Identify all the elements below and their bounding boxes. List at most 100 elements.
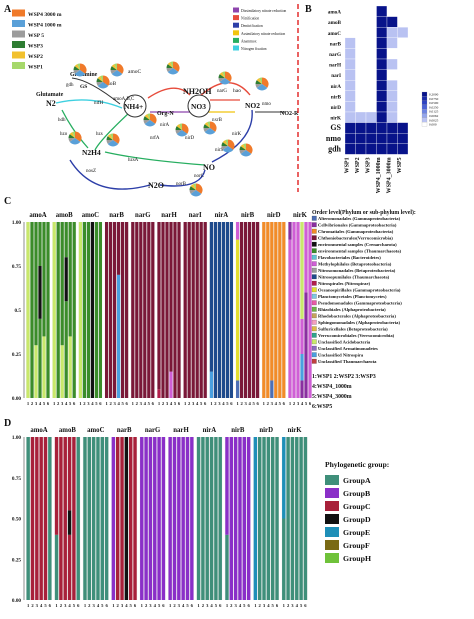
pie-slice (246, 143, 253, 154)
sample-tick: 5 (200, 401, 203, 406)
sample-tick: 5 (158, 603, 161, 608)
heatmap-cell (397, 16, 409, 28)
pie-slice (182, 123, 189, 134)
scale-label: 0.0062 (429, 114, 439, 118)
pie-slice (193, 183, 196, 190)
bar-segment (181, 437, 185, 600)
gene-hdh: hdh (58, 118, 66, 123)
sample-tick: 6 (309, 401, 312, 406)
bar-segment (296, 222, 300, 398)
heatmap-cell (397, 111, 409, 123)
compound-glutamate: Glutamate (36, 92, 64, 98)
legend-label: GroupA (343, 476, 371, 485)
pie-slice (207, 121, 210, 128)
sample-tick: 2 (109, 401, 112, 406)
bar-segment (300, 380, 304, 398)
legend-swatch (311, 228, 317, 234)
sample-tick: 4 (117, 401, 120, 406)
legend-swatch (311, 319, 317, 325)
gene-norC: norC (194, 174, 205, 179)
sample-tick: 5 (186, 603, 189, 608)
facet-background (26, 437, 52, 600)
pie-slice (239, 150, 246, 154)
sample-tick: 1 (55, 603, 58, 608)
pie-slice (190, 190, 202, 197)
sample-tick: 1 (132, 401, 135, 406)
bar-segment (157, 389, 161, 398)
sample-tick: 6 (191, 603, 194, 608)
sample-tick: 4 (275, 401, 278, 406)
bar-segment (252, 222, 256, 398)
bar-segment (26, 437, 30, 600)
hzo-arrow (61, 109, 89, 149)
sample-tick: 5 (43, 401, 46, 406)
heatmap-cell (376, 122, 388, 134)
sample-tick: 2 (240, 401, 243, 406)
legend-label: Planctomycetales (Planctomycetes) (318, 294, 387, 299)
facet-title: narH (173, 427, 189, 434)
gene-nxrB: nxrB (212, 118, 223, 123)
legend-label: Sulfuricellales (Betaproteobacteria) (318, 327, 388, 332)
legend-label: Unclassified Armatimonadetes (318, 346, 378, 351)
heatmap-cell (344, 143, 356, 155)
pie-slice (96, 78, 103, 82)
bar-segment (72, 437, 76, 600)
sample-tick: 1 (84, 603, 87, 608)
scale-swatch (421, 100, 428, 105)
scale-swatch (421, 109, 428, 114)
sample-tick: 1 (169, 603, 172, 608)
sample-tick: 4 (267, 603, 270, 608)
bar-segment (183, 222, 187, 398)
sample-tick: 6 (247, 603, 250, 608)
bar-segment (288, 222, 292, 240)
heatmap-cell (355, 133, 367, 144)
bar-segment (140, 437, 144, 600)
sample-tick: 6 (304, 603, 307, 608)
bar-segment (104, 437, 109, 600)
facet-background (253, 437, 280, 600)
gene-nmo: nmo (262, 102, 271, 107)
sample-tick: 2 (57, 401, 60, 406)
gene-nosZ: nosZ (86, 169, 96, 174)
bar-segment (38, 266, 42, 319)
legend-swatch (311, 339, 317, 345)
heatmap-cell (355, 143, 367, 155)
facet-title: narH (161, 212, 177, 219)
heatmap-cell (386, 122, 398, 134)
sample-tick: 4 (39, 401, 42, 406)
pie-slice (114, 63, 117, 70)
sample-tick: 5 (279, 401, 282, 406)
bar-segment (262, 222, 266, 398)
legend-swatch (311, 241, 317, 247)
bar-segment (213, 222, 217, 398)
facet-title: amoA (29, 212, 46, 219)
heatmap-cell (386, 48, 398, 60)
process-swatch (233, 45, 239, 51)
legend-label: Unclassified Acidobacteria (318, 340, 371, 345)
bar-segment (169, 222, 173, 372)
legend-label: WSP 5 (28, 33, 44, 39)
process-label: Nitrification (241, 17, 259, 21)
bar-segment (303, 437, 308, 600)
sample-tick: 4 (239, 603, 242, 608)
heatmap-cell (365, 27, 377, 38)
panel-c-legend: Order level(Phylum or sub-phylum level):… (311, 209, 416, 410)
pie-slice (107, 134, 113, 140)
sample-tick: 6 (77, 603, 80, 608)
pie-slice (179, 123, 182, 130)
bar-segment (185, 437, 190, 600)
sample-tick: 4 (154, 603, 157, 608)
pie-slice (218, 74, 225, 78)
sample-tick: 2 (145, 603, 148, 608)
heatmap-cell (386, 133, 398, 144)
pie-slice (144, 114, 150, 120)
compound-no2: NO2 (245, 101, 260, 110)
legend-swatch (311, 332, 317, 338)
bar-segment (196, 437, 201, 600)
bar-segment (161, 437, 166, 600)
heatmap-cell (344, 58, 356, 70)
bar-segment (187, 222, 191, 398)
heatmap-cell (355, 5, 367, 17)
facet-background (139, 437, 166, 600)
sample-tick: 2 (31, 401, 34, 406)
